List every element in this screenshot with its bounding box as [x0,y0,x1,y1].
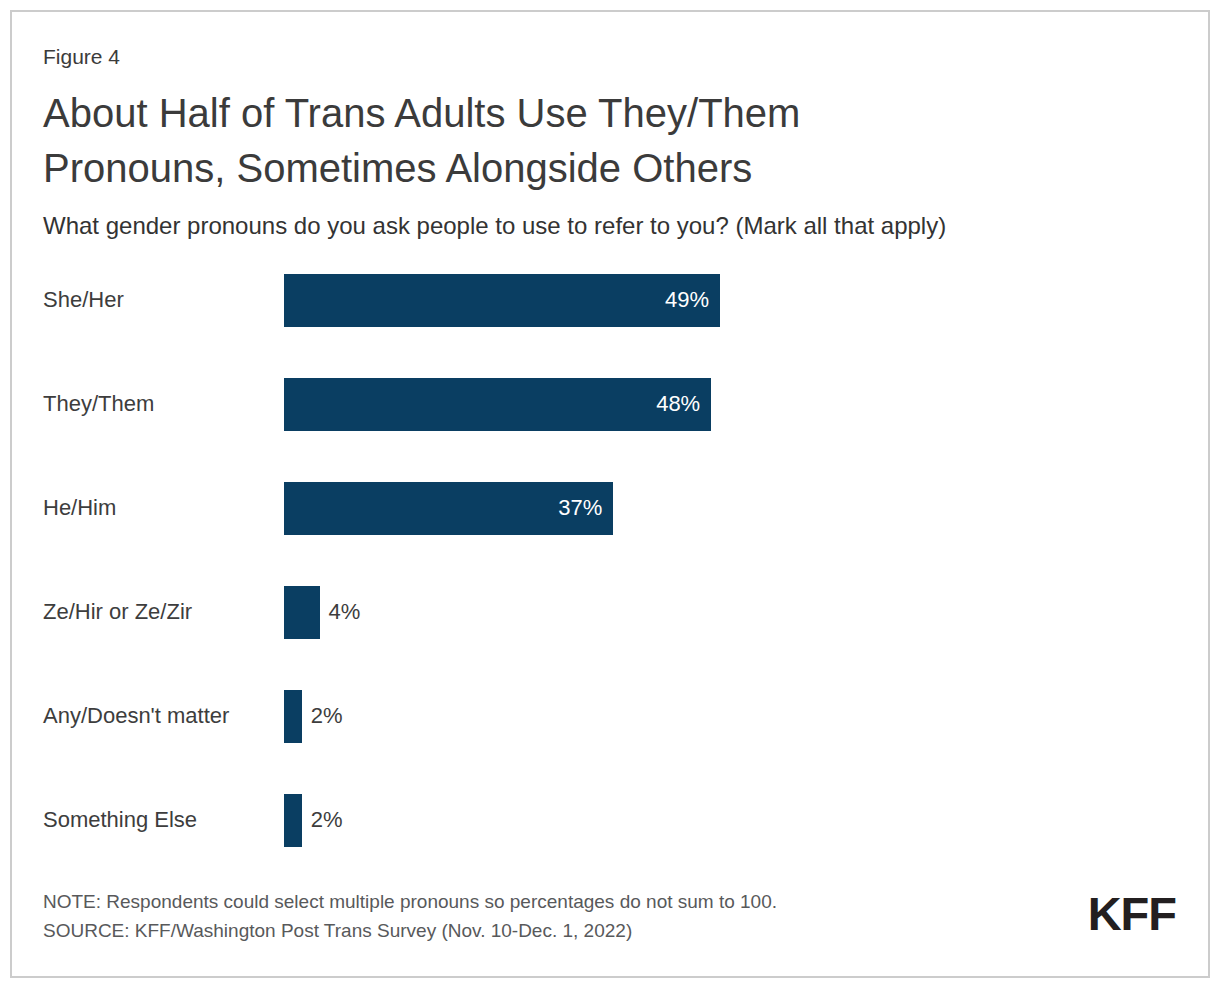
chart-title: About Half of Trans Adults Use They/Them… [43,86,1043,196]
chart-row: Any/Doesn't matter 2% [43,664,1177,768]
bar [284,378,711,431]
bar-track: 2% [284,690,1177,743]
bar-track: 37% [284,482,1177,535]
bar-value-label: 49% [665,287,709,313]
category-label: Something Else [43,807,284,833]
bar-value-label: 48% [656,391,700,417]
bar-chart: She/Her 49% They/Them 48% He/Him 37% Ze/Hir or… [43,248,1177,872]
bar-value-label: 4% [329,599,361,625]
note-text: NOTE: Respondents could select multiple … [43,891,777,913]
bar-value-label: 2% [311,703,343,729]
bar-track: 48% [284,378,1177,431]
chart-row: Something Else 2% [43,768,1177,872]
bar [284,690,302,743]
bar-track: 4% [284,586,1177,639]
bar-value-label: 37% [558,495,602,521]
category-label: They/Them [43,391,284,417]
chart-row: He/Him 37% [43,456,1177,560]
bar-track: 2% [284,794,1177,847]
figure-canvas: Figure 4 About Half of Trans Adults Use … [0,0,1220,988]
chart-row: Ze/Hir or Ze/Zir 4% [43,560,1177,664]
figure-number-label: Figure 4 [43,45,120,69]
bar [284,794,302,847]
category-label: Any/Doesn't matter [43,703,284,729]
category-label: She/Her [43,287,284,313]
bar-value-label: 2% [311,807,343,833]
chart-row: She/Her 49% [43,248,1177,352]
category-label: Ze/Hir or Ze/Zir [43,599,284,625]
bar-track: 49% [284,274,1177,327]
category-label: He/Him [43,495,284,521]
bar [284,586,320,639]
bar [284,274,720,327]
source-text: SOURCE: KFF/Washington Post Trans Survey… [43,920,632,942]
chart-subtitle: What gender pronouns do you ask people t… [43,212,1163,240]
chart-row: They/Them 48% [43,352,1177,456]
kff-logo: KFF [1088,886,1176,941]
